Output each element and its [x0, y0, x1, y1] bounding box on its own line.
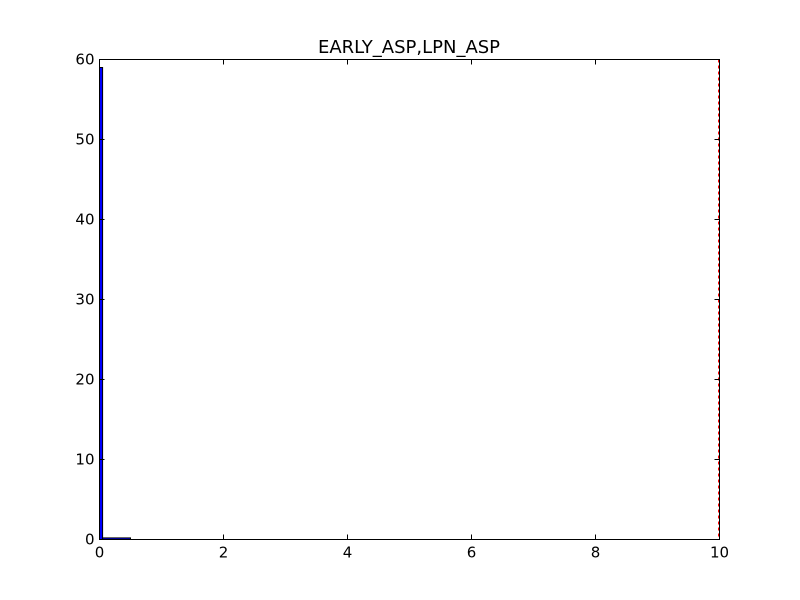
x-axis-ticks: 0 2 4 6 8 10 [95, 59, 729, 562]
y-axis-ticks: 0 10 20 30 40 50 60 [75, 51, 720, 549]
plot-frame [99, 59, 720, 540]
y-tick-label: 30 [75, 291, 94, 309]
chart-title: EARLY_ASP,LPN_ASP [318, 37, 500, 58]
y-tick-label: 0 [85, 531, 95, 549]
y-tick-label: 20 [75, 371, 94, 389]
y-tick-label: 40 [75, 211, 94, 229]
x-tick-label: 2 [219, 544, 229, 562]
bars-layer [99, 67, 131, 541]
x-tick-label: 10 [710, 544, 729, 562]
y-tick-label: 10 [75, 451, 94, 469]
x-tick-label: 8 [591, 544, 601, 562]
x-tick-label: 6 [467, 544, 477, 562]
x-tick-label: 4 [343, 544, 353, 562]
y-tick-label: 60 [75, 51, 94, 69]
x-tick-label: 0 [95, 544, 105, 562]
y-tick-label: 50 [75, 131, 94, 149]
